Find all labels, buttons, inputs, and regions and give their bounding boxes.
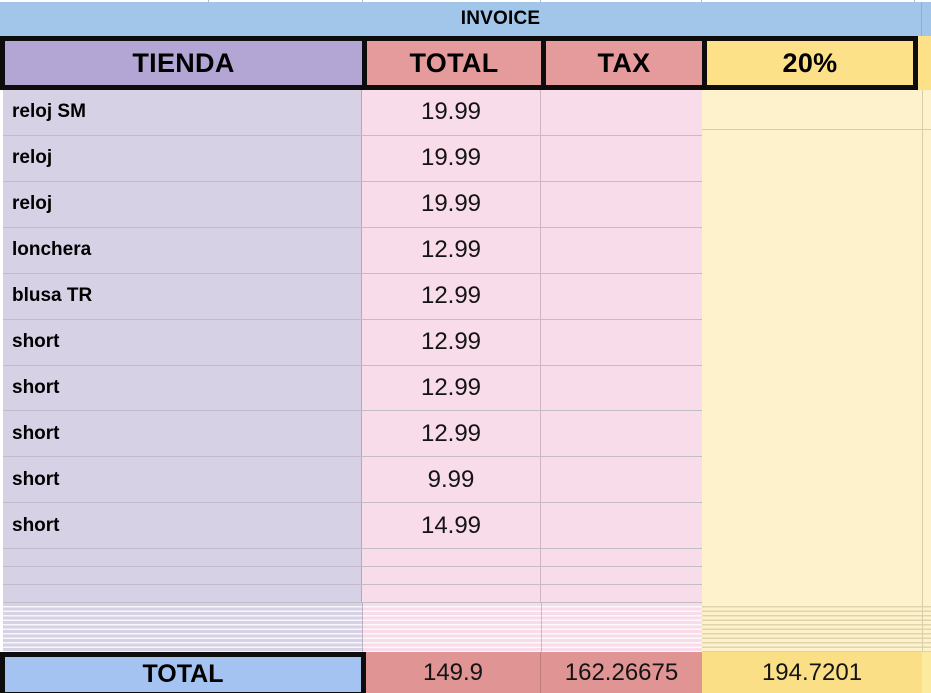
table-row: short 9.99 bbox=[0, 457, 702, 504]
cell-tienda[interactable]: short bbox=[0, 457, 362, 503]
grid-tick bbox=[362, 0, 363, 2]
cell-tienda[interactable] bbox=[0, 585, 362, 602]
footer-tax-value[interactable]: 162.26675 bbox=[541, 652, 702, 693]
cell-total[interactable]: 9.99 bbox=[362, 457, 541, 503]
grid-tick bbox=[701, 0, 702, 2]
invoice-title-bar[interactable]: INVOICE bbox=[0, 2, 931, 36]
cell-total[interactable]: 14.99 bbox=[362, 503, 541, 549]
cell-total[interactable] bbox=[362, 585, 541, 602]
cell-tienda[interactable]: short bbox=[0, 365, 362, 411]
cell-tax[interactable] bbox=[541, 411, 702, 457]
grid-line bbox=[921, 2, 922, 36]
cell-tienda[interactable]: short bbox=[0, 503, 362, 549]
table-row: blusa TR 12.99 bbox=[0, 273, 702, 320]
left-margin-strip bbox=[0, 90, 3, 652]
cell-tax[interactable] bbox=[541, 273, 702, 319]
cell-total[interactable] bbox=[362, 567, 541, 585]
header-row: TIENDA TOTAL TAX 20% bbox=[0, 36, 918, 90]
table-row: short 12.99 bbox=[0, 365, 702, 412]
grid-tick bbox=[914, 0, 915, 2]
footer-total-value[interactable]: 149.9 bbox=[366, 652, 541, 693]
header-cell-tax[interactable]: TAX bbox=[546, 41, 702, 85]
grid-line bbox=[922, 90, 923, 603]
footer-20pct-value[interactable]: 194.7201 bbox=[702, 652, 922, 693]
grid-line bbox=[541, 603, 542, 652]
grid-tick bbox=[540, 0, 541, 2]
table-row bbox=[0, 567, 702, 586]
table-row: reloj SM 19.99 bbox=[0, 90, 702, 136]
cell-tax[interactable] bbox=[541, 181, 702, 227]
collapsed-rows-tienda bbox=[0, 603, 362, 652]
cell-total[interactable]: 19.99 bbox=[362, 90, 541, 135]
cell-tienda[interactable]: reloj SM bbox=[0, 90, 362, 135]
cell-tienda[interactable]: reloj bbox=[0, 181, 362, 227]
grid-line bbox=[922, 603, 923, 652]
cell-total[interactable] bbox=[362, 549, 541, 567]
cell-tax[interactable] bbox=[541, 319, 702, 365]
cell-tax[interactable] bbox=[541, 567, 702, 585]
grid-line bbox=[702, 129, 931, 130]
table-row: short 12.99 bbox=[0, 319, 702, 366]
cell-tax[interactable] bbox=[541, 549, 702, 567]
table-row: short 12.99 bbox=[0, 411, 702, 458]
top-grid-strip bbox=[0, 0, 931, 2]
cell-tax[interactable] bbox=[541, 585, 702, 602]
table-row bbox=[0, 549, 702, 568]
collapsed-rows-total-tax bbox=[362, 603, 702, 652]
cell-tax[interactable] bbox=[541, 135, 702, 181]
cell-tienda[interactable] bbox=[0, 567, 362, 585]
collapsed-rows-20pct bbox=[702, 603, 931, 652]
cell-tax[interactable] bbox=[541, 457, 702, 503]
header-cell-tienda[interactable]: TIENDA bbox=[5, 41, 362, 85]
cell-total[interactable]: 12.99 bbox=[362, 273, 541, 319]
table-row: short 14.99 bbox=[0, 503, 702, 550]
cell-tienda[interactable]: blusa TR bbox=[0, 273, 362, 319]
footer-total-label-cell[interactable]: TOTAL bbox=[0, 652, 366, 693]
cell-tax[interactable] bbox=[541, 90, 702, 135]
header-cell-total[interactable]: TOTAL bbox=[367, 41, 541, 85]
cell-total[interactable]: 12.99 bbox=[362, 227, 541, 273]
footer-right-strip bbox=[922, 652, 931, 693]
table-body: reloj SM 19.99 reloj 19.99 reloj 19.99 l… bbox=[0, 90, 702, 603]
cell-total[interactable]: 12.99 bbox=[362, 319, 541, 365]
cell-tienda[interactable]: short bbox=[0, 411, 362, 457]
table-row: reloj 19.99 bbox=[0, 181, 702, 228]
footer-total-label: TOTAL bbox=[142, 660, 224, 688]
invoice-title: INVOICE bbox=[460, 8, 541, 29]
cell-tax[interactable] bbox=[541, 503, 702, 549]
cell-total[interactable]: 19.99 bbox=[362, 135, 541, 181]
cell-tienda[interactable]: short bbox=[0, 319, 362, 365]
cell-tienda[interactable]: reloj bbox=[0, 135, 362, 181]
header-right-strip bbox=[918, 36, 931, 90]
cell-total[interactable]: 19.99 bbox=[362, 181, 541, 227]
cell-total[interactable]: 12.99 bbox=[362, 365, 541, 411]
cell-tax[interactable] bbox=[541, 227, 702, 273]
cell-tienda[interactable] bbox=[0, 549, 362, 567]
table-row: lonchera 12.99 bbox=[0, 227, 702, 274]
grid-tick bbox=[208, 0, 209, 2]
table-row: reloj 19.99 bbox=[0, 135, 702, 182]
cell-total[interactable]: 12.99 bbox=[362, 411, 541, 457]
header-cell-20pct[interactable]: 20% bbox=[707, 41, 913, 85]
table-row bbox=[0, 585, 702, 603]
cell-tax[interactable] bbox=[541, 365, 702, 411]
column-20pct-body[interactable] bbox=[702, 90, 931, 603]
cell-tienda[interactable]: lonchera bbox=[0, 227, 362, 273]
